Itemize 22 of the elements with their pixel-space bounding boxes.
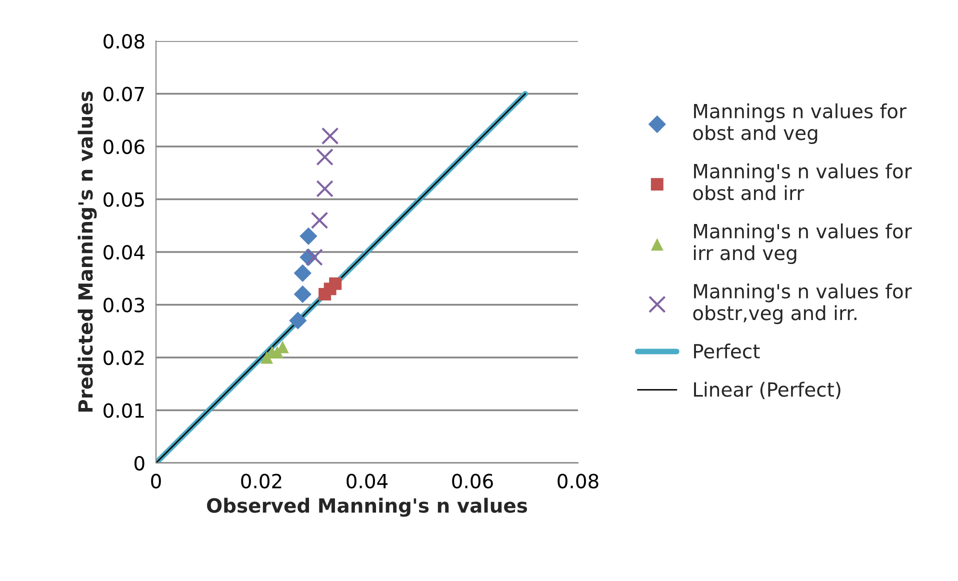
legend-label: Manning's n values for irr and veg [694,223,912,264]
legend-label: Manning's n values for obst and irr [693,163,912,200]
y-axis-title: Predicted Manning's n values [78,91,97,412]
x-tick-label: 0 [151,474,161,488]
x-tick-label: 0.06 [452,474,493,488]
y-tick-label: 0.06 [104,139,144,154]
y-tick-label: 0.01 [104,403,144,418]
legend-label: Manning's n values for obstr,veg and irr. [693,283,912,324]
y-tick-label: 0.02 [104,350,144,366]
y-tick-label: 0.08 [104,34,144,49]
legend-label: Perfect [694,344,760,359]
legend-label: Linear (Perfect) [694,382,840,400]
x-tick-label: 0.04 [346,474,388,488]
x-tick-label: 0.02 [241,474,282,488]
y-tick-label: 0.07 [104,86,144,102]
legend-label: Mannings n values for obst and veg [693,103,907,144]
y-tick-label: 0.04 [104,244,144,260]
y-tick-label: 0 [134,456,144,471]
x-tick-label: 0.08 [558,474,598,488]
x-axis-title: Observed Manning's n values [207,498,528,517]
y-tick-label: 0.05 [104,192,144,207]
y-tick-label: 0.03 [104,298,144,312]
